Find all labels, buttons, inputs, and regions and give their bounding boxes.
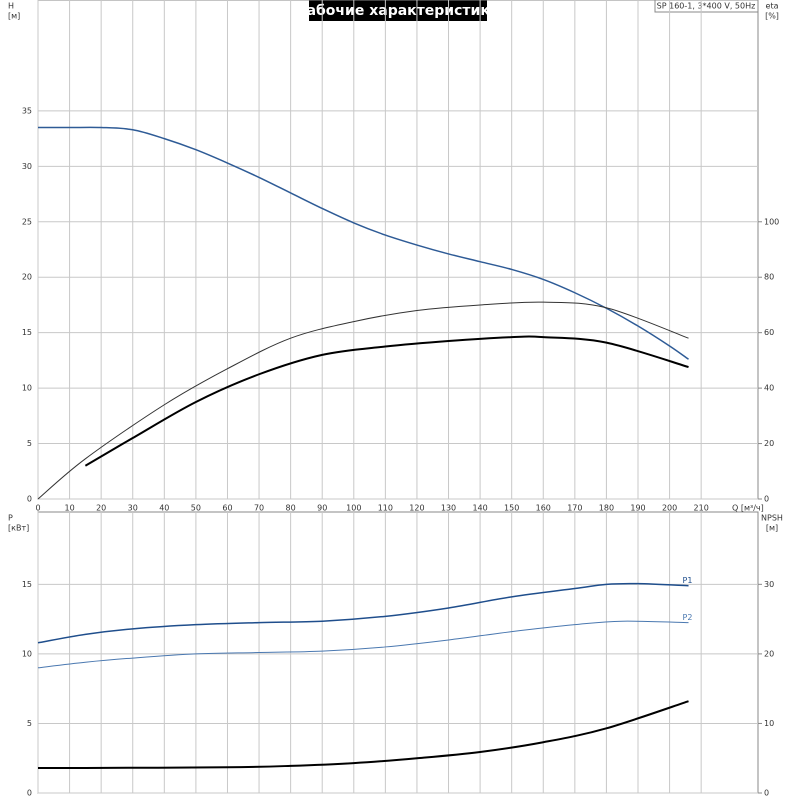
y-tick-label: 35 bbox=[22, 106, 32, 115]
x-tick-label: 0 bbox=[35, 504, 40, 513]
y-tick-label: 0 bbox=[27, 495, 32, 504]
y2-tick-label: 10 bbox=[764, 719, 774, 728]
y-tick-label: 30 bbox=[22, 162, 32, 171]
x-tick-label: 170 bbox=[567, 504, 582, 513]
x-tick-label: 20 bbox=[96, 504, 106, 513]
y2-tick-label: 60 bbox=[764, 328, 774, 337]
chart-title: Рабочие характеристики bbox=[296, 3, 499, 19]
series-line bbox=[37, 301, 689, 500]
y2-axis-unit: [м] bbox=[766, 524, 778, 533]
x-tick-label: 190 bbox=[630, 504, 645, 513]
y2-tick-label: 20 bbox=[764, 649, 774, 658]
y-tick-label: 0 bbox=[27, 789, 32, 798]
y-tick-label: 10 bbox=[22, 649, 32, 658]
x-tick-label: 130 bbox=[441, 504, 456, 513]
series-line bbox=[37, 620, 689, 669]
x-tick-label: 90 bbox=[317, 504, 327, 513]
x-tick-label: 50 bbox=[191, 504, 201, 513]
x-tick-label: 70 bbox=[254, 504, 264, 513]
x-tick-label: 140 bbox=[472, 504, 487, 513]
y2-axis-label: eta bbox=[766, 2, 779, 11]
x-tick-label: 120 bbox=[409, 504, 424, 513]
series-line bbox=[38, 126, 689, 360]
series-label: P1 bbox=[683, 576, 693, 585]
series-line bbox=[37, 700, 689, 770]
y2-tick-label: 0 bbox=[764, 789, 769, 798]
y2-tick-label: 0 bbox=[764, 495, 769, 504]
x-tick-label: 110 bbox=[378, 504, 393, 513]
x-tick-label: 210 bbox=[694, 504, 709, 513]
x-tick-label: 40 bbox=[159, 504, 169, 513]
x-tick-label: 160 bbox=[536, 504, 551, 513]
x-tick-label: 200 bbox=[662, 504, 677, 513]
y2-tick-label: 30 bbox=[764, 580, 774, 589]
y-tick-label: 5 bbox=[27, 439, 32, 448]
subtitle: SP 160-1, 3*400 V, 50Hz bbox=[657, 2, 756, 11]
y-tick-label: 15 bbox=[22, 328, 32, 337]
x-tick-label: 30 bbox=[128, 504, 138, 513]
y2-tick-label: 80 bbox=[764, 273, 774, 282]
y-tick-label: 5 bbox=[27, 719, 32, 728]
x-tick-label: 180 bbox=[599, 504, 614, 513]
series-label: P2 bbox=[683, 613, 693, 622]
y-axis-label: H bbox=[8, 2, 14, 11]
y2-tick-label: 100 bbox=[764, 217, 779, 226]
y-axis-unit: [кВт] bbox=[8, 524, 29, 533]
y-tick-label: 20 bbox=[22, 273, 32, 282]
x-tick-label: 150 bbox=[504, 504, 519, 513]
y2-tick-label: 40 bbox=[764, 384, 774, 393]
y-axis-label: P bbox=[8, 514, 13, 523]
x-tick-label: 100 bbox=[346, 504, 361, 513]
x-tick-label: 80 bbox=[286, 504, 296, 513]
series-line bbox=[84, 335, 689, 467]
x-tick-label: 10 bbox=[64, 504, 74, 513]
y-axis-unit: [м] bbox=[8, 12, 20, 21]
y-tick-label: 25 bbox=[22, 217, 32, 226]
y2-axis-unit: [%] bbox=[765, 12, 779, 21]
y-tick-label: 15 bbox=[22, 580, 32, 589]
y-tick-label: 10 bbox=[22, 384, 32, 393]
x-axis-label: Q [м³/ч] bbox=[732, 504, 764, 513]
y2-tick-label: 20 bbox=[764, 439, 774, 448]
series-line bbox=[37, 582, 689, 644]
y2-axis-label: NPSH bbox=[761, 514, 783, 523]
x-tick-label: 60 bbox=[222, 504, 232, 513]
